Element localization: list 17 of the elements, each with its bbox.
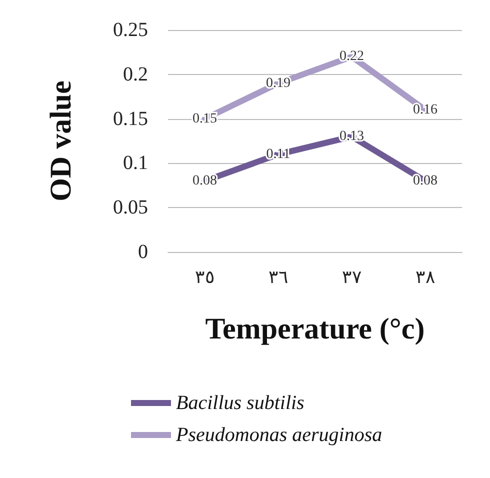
legend-label: Bacillus subtilis [176, 392, 305, 414]
y-tick-label: 0.2 [123, 63, 148, 86]
data-label: 0.16 [413, 102, 438, 118]
x-tick-label: ٣٥ [194, 267, 215, 287]
x-tick-label: ٣٧ [342, 267, 362, 287]
data-label: 0.08 [413, 173, 438, 188]
y-tick-label: 0.05 [113, 196, 148, 219]
x-axis-title: Temperature (°c) [205, 312, 425, 346]
y-tick-label: 0 [138, 241, 148, 263]
legend-label: Pseudomonas aeruginosa [175, 424, 382, 446]
x-tick-label: ٣٨ [415, 267, 436, 287]
x-tick-label: ٣٦ [268, 267, 288, 287]
y-tick-label: 0.1 [123, 152, 148, 174]
y-tick-label: 0.15 [113, 108, 148, 130]
data-label: 0.15 [192, 111, 217, 126]
y-axis-title: OD value [44, 80, 78, 202]
y-tick-label: 0.25 [113, 19, 148, 41]
